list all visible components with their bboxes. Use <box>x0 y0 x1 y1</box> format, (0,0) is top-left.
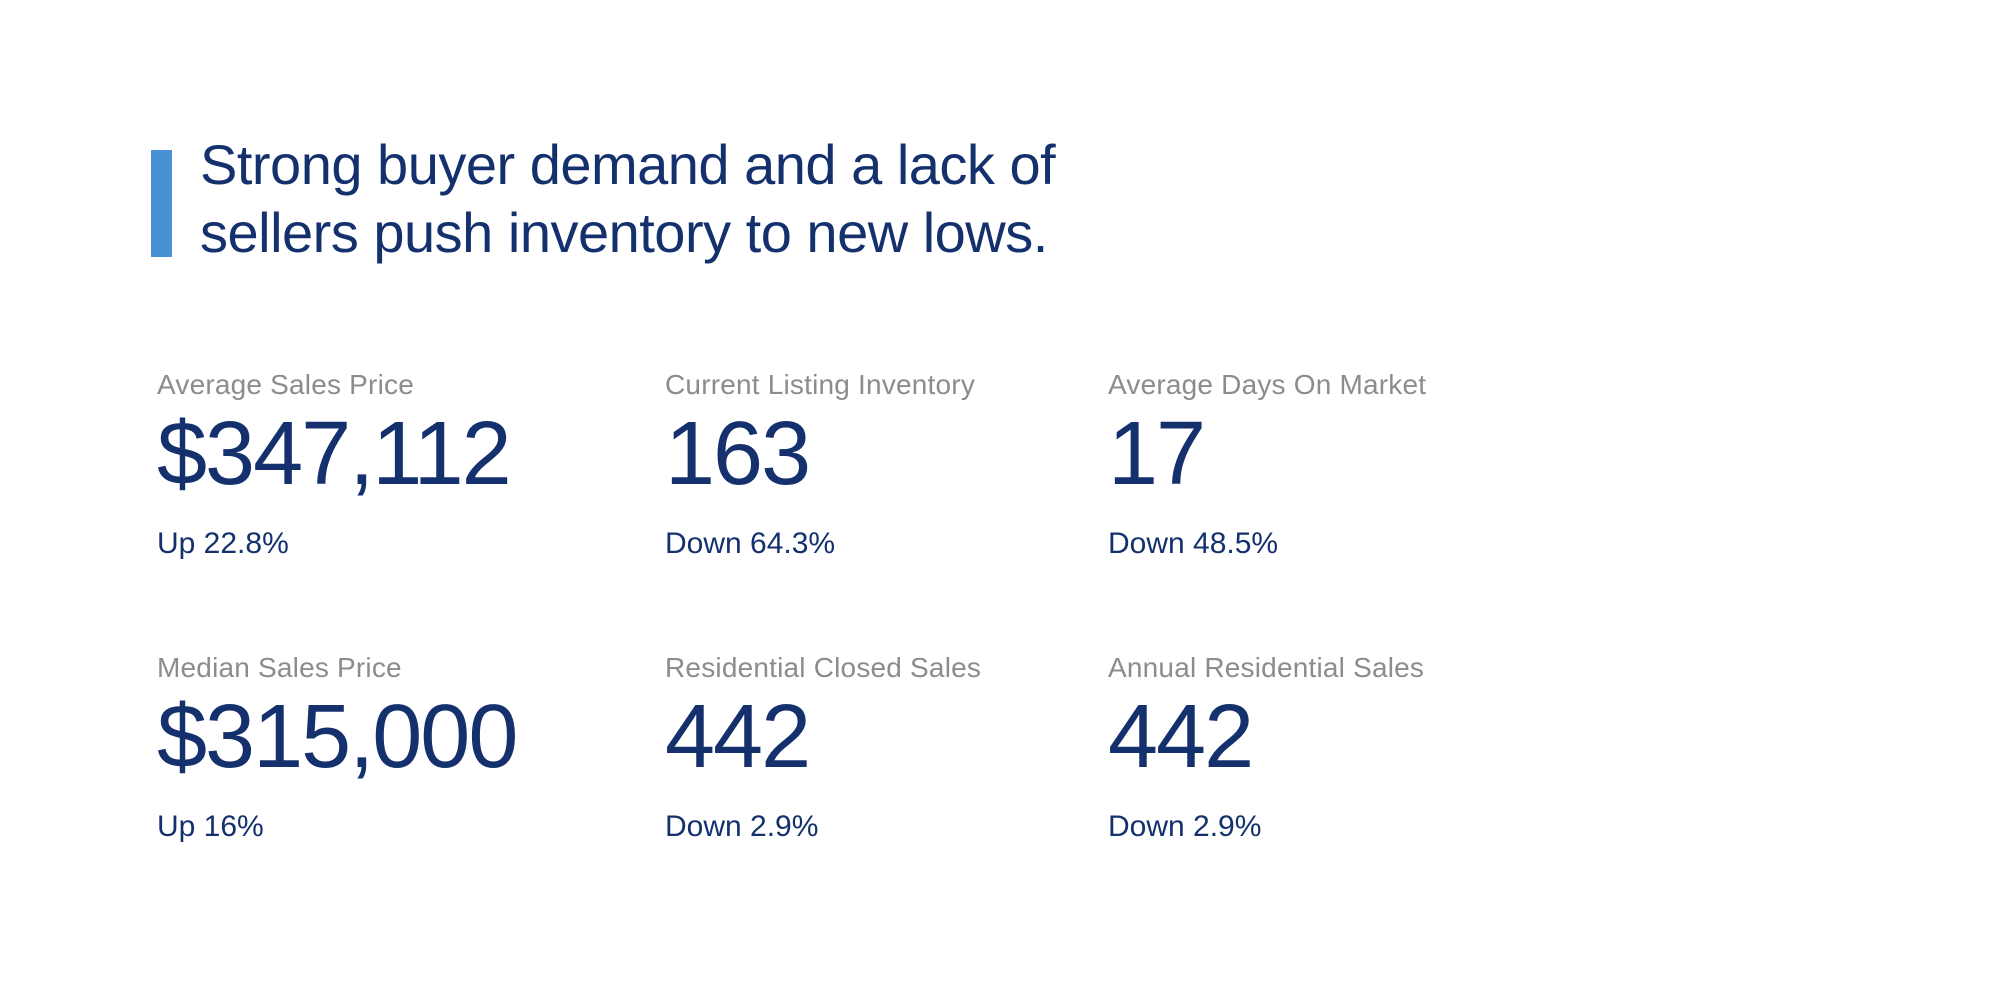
headline-line-1: Strong buyer demand and a lack of <box>200 133 1056 196</box>
stat-change: Up 22.8% <box>157 527 289 560</box>
stats-grid: Average Sales Price $347,112 Up 22.8% Cu… <box>157 368 1708 934</box>
stat-card-average-days-on-market: Average Days On Market 17 Down 48.5% <box>1108 368 1708 651</box>
stat-label: Residential Closed Sales <box>665 652 982 683</box>
stat-value: $347,112 <box>157 404 512 504</box>
stat-value: 442 <box>665 687 811 787</box>
stat-label: Annual Residential Sales <box>1108 652 1425 683</box>
stat-card-annual-residential-sales: Annual Residential Sales 442 Down 2.9% <box>1108 651 1708 934</box>
stat-value: 163 <box>665 404 811 504</box>
stat-change: Down 48.5% <box>1108 527 1279 560</box>
stat-card-average-sales-price: Average Sales Price $347,112 Up 22.8% <box>157 368 665 651</box>
stat-value: $315,000 <box>157 687 518 787</box>
stat-card-median-sales-price: Median Sales Price $315,000 Up 16% <box>157 651 665 934</box>
stat-label: Average Days On Market <box>1108 369 1427 400</box>
stat-label: Current Listing Inventory <box>665 369 976 400</box>
stat-value: 442 <box>1108 687 1254 787</box>
stat-change: Up 16% <box>157 810 264 843</box>
stat-card-residential-closed-sales: Residential Closed Sales 442 Down 2.9% <box>665 651 1108 934</box>
stat-label: Average Sales Price <box>157 369 414 400</box>
stat-value: 17 <box>1108 404 1206 504</box>
headline-line-2: sellers push inventory to new lows. <box>200 201 1048 264</box>
headline: Strong buyer demand and a lack of seller… <box>200 131 1056 267</box>
stat-change: Down 2.9% <box>665 810 819 843</box>
stat-card-current-listing-inventory: Current Listing Inventory 163 Down 64.3% <box>665 368 1108 651</box>
stat-change: Down 64.3% <box>665 527 836 560</box>
headline-accent-bar <box>151 150 172 257</box>
stat-change: Down 2.9% <box>1108 810 1262 843</box>
stat-label: Median Sales Price <box>157 652 402 683</box>
